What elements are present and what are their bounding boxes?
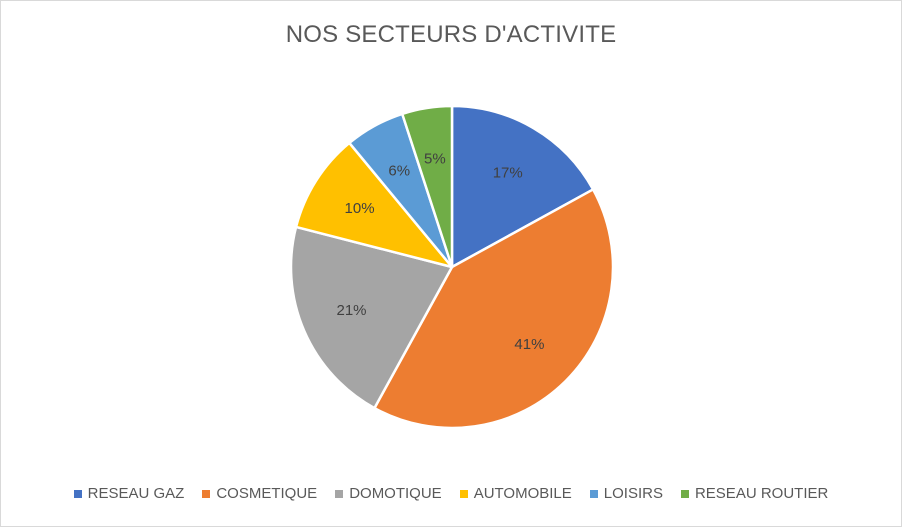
legend-swatch: [335, 489, 344, 498]
legend-label: LOISIRS: [603, 485, 663, 502]
legend-swatch: [73, 489, 82, 498]
data-label-loisirs: 6%: [388, 163, 410, 180]
data-label-domotique: 21%: [337, 302, 367, 319]
legend-label: COSMETIQUE: [216, 485, 318, 502]
data-label-reseau-routier: 5%: [424, 150, 446, 167]
legend-item-loisirs: LOISIRS: [589, 485, 663, 502]
legend-label: DOMOTIQUE: [349, 485, 442, 502]
legend-item-reseau-routier: RESEAU ROUTIER: [680, 485, 829, 502]
legend-swatch: [202, 489, 211, 498]
pie-slice-domotique: [289, 225, 454, 410]
data-label-reseau-gaz: 17%: [493, 164, 523, 181]
legend-swatch: [459, 489, 468, 498]
pie-slice-reseau-gaz: [450, 104, 595, 269]
legend-swatch: [680, 489, 689, 498]
legend-item-reseau-gaz: RESEAU GAZ: [73, 485, 185, 502]
pie-slice-automobile: [294, 141, 454, 269]
legend-item-cosmetique: COSMETIQUE: [202, 485, 317, 502]
pie-slice-reseau-routier: [400, 104, 454, 269]
legend-swatch: [589, 489, 598, 498]
data-label-cosmetique: 41%: [514, 336, 544, 353]
pie-slice-cosmetique: [373, 188, 615, 430]
chart-title: NOS SECTEURS D'ACTIVITE: [285, 21, 617, 48]
legend-label: RESEAU GAZ: [87, 485, 185, 502]
data-label-automobile: 10%: [345, 200, 375, 217]
legend-label: AUTOMOBILE: [473, 485, 572, 502]
legend: RESEAU GAZ COSMETIQUE DOMOTIQUE AUTOMOBILE L…: [1, 485, 901, 502]
legend-item-domotique: DOMOTIQUE: [335, 485, 442, 502]
legend-item-automobile: AUTOMOBILE: [459, 485, 572, 502]
legend-label: RESEAU ROUTIER: [694, 485, 829, 502]
